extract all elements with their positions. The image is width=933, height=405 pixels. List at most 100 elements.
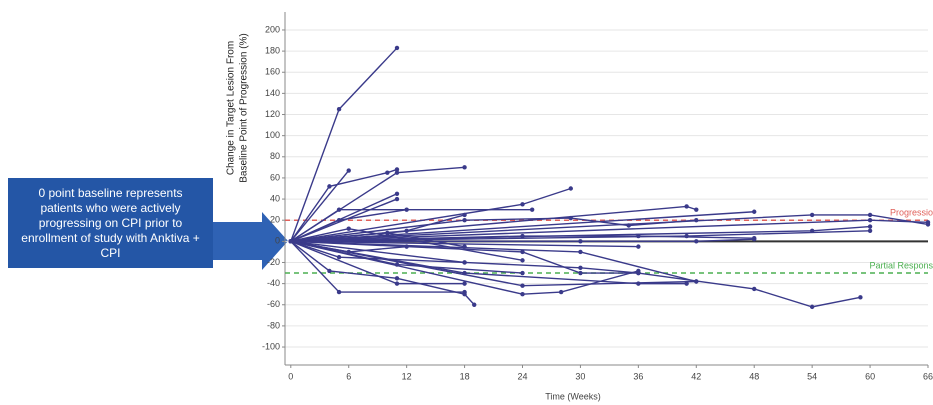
reference-label: Progression <box>890 208 933 218</box>
data-point <box>529 207 535 212</box>
y-tick-label: 180 <box>265 45 280 55</box>
y-tick-label: 140 <box>265 88 280 98</box>
data-point <box>394 196 400 202</box>
series-line <box>290 240 639 248</box>
y-tick-label: 160 <box>265 67 280 77</box>
data-point <box>404 207 409 212</box>
data-point <box>520 233 525 239</box>
data-point <box>752 209 757 214</box>
data-point <box>336 107 342 112</box>
data-point <box>472 302 477 307</box>
y-tick-label: 100 <box>265 130 280 140</box>
y-tick-label: 120 <box>265 109 280 119</box>
data-point <box>520 291 525 297</box>
data-point <box>462 270 467 276</box>
y-axis-label-line: Baseline Point of Progression (%) <box>239 33 250 183</box>
series-line <box>290 240 687 285</box>
y-tick-label: -40 <box>267 278 280 288</box>
data-point <box>925 220 931 225</box>
data-point <box>520 202 525 207</box>
x-tick-label: 18 <box>460 371 470 381</box>
data-point <box>867 218 873 223</box>
data-point <box>568 186 573 191</box>
x-tick-label: 48 <box>749 371 759 381</box>
data-point <box>462 260 467 265</box>
data-point <box>694 218 699 223</box>
data-point <box>394 45 400 51</box>
data-point <box>694 207 699 212</box>
data-point <box>327 268 332 274</box>
data-point <box>636 270 641 276</box>
data-point <box>694 239 699 244</box>
y-tick-label: 60 <box>270 172 280 182</box>
data-point <box>394 281 400 286</box>
data-point <box>404 228 409 233</box>
data-point <box>462 218 467 223</box>
data-point <box>394 191 400 196</box>
y-tick-label: -20 <box>267 257 280 267</box>
data-point <box>684 281 689 286</box>
data-point <box>867 228 873 233</box>
data-point <box>394 276 400 281</box>
data-point <box>394 262 400 267</box>
y-tick-label: 20 <box>270 215 280 225</box>
series-line <box>290 214 929 243</box>
data-point <box>520 270 525 276</box>
data-point <box>568 215 573 221</box>
y-axis-label: Change in Target Lesion From Baseline Po… <box>226 33 250 183</box>
data-point <box>867 224 873 229</box>
data-point <box>520 249 525 255</box>
y-tick-label: -80 <box>267 320 280 330</box>
data-point <box>336 254 342 260</box>
data-point <box>336 207 342 212</box>
data-point <box>327 184 332 189</box>
data-point <box>636 244 641 249</box>
annotation-text: 0 point baseline represents patients who… <box>21 185 200 260</box>
data-point <box>752 286 757 292</box>
x-tick-label: 0 <box>288 371 293 381</box>
data-point <box>462 212 467 218</box>
data-point <box>520 283 525 288</box>
x-tick-label: 30 <box>575 371 585 381</box>
series-line <box>290 211 755 243</box>
data-point <box>558 289 564 295</box>
x-tick-label: 12 <box>402 371 412 381</box>
data-point <box>385 230 390 236</box>
data-point <box>578 270 583 276</box>
y-tick-label: 40 <box>270 193 280 203</box>
data-point <box>867 212 873 218</box>
data-point <box>578 239 583 244</box>
x-tick-label: 42 <box>691 371 701 381</box>
data-point <box>462 165 467 170</box>
data-point <box>462 291 467 297</box>
data-point <box>809 212 815 218</box>
reference-label: Partial Response <box>869 260 933 270</box>
data-point <box>578 265 583 270</box>
data-point <box>694 279 699 284</box>
series-line <box>290 168 398 242</box>
data-point <box>385 170 390 175</box>
data-point <box>636 281 641 286</box>
y-tick-label: 200 <box>265 24 280 34</box>
annotation-box <box>8 178 213 268</box>
data-point <box>462 244 467 249</box>
data-point <box>809 304 815 310</box>
data-point <box>752 237 757 242</box>
data-point <box>578 249 583 255</box>
x-tick-label: 60 <box>865 371 875 381</box>
annotation-arrow <box>213 212 288 270</box>
data-point <box>626 223 631 228</box>
data-point <box>684 204 689 209</box>
data-point <box>346 226 351 231</box>
y-tick-label: 0 <box>275 236 280 246</box>
data-point <box>346 168 351 173</box>
y-tick-label: 80 <box>270 151 280 161</box>
y-tick-label: -60 <box>267 299 280 309</box>
data-point <box>684 233 689 239</box>
series-line <box>290 170 350 242</box>
series-line <box>290 240 639 274</box>
series-line <box>290 47 398 242</box>
x-tick-label: 6 <box>346 371 351 381</box>
